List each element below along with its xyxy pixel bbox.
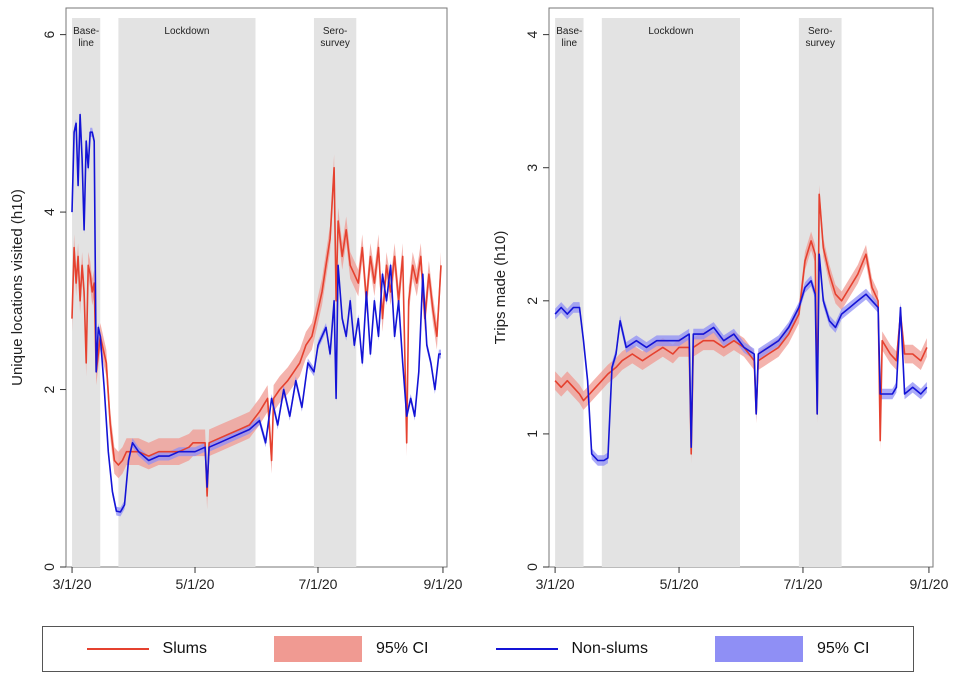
period-label: Sero- (323, 26, 347, 37)
x-tick-label: 7/1/20 (299, 576, 338, 592)
y-tick-label: 2 (41, 385, 57, 393)
y-tick-label: 0 (41, 563, 57, 571)
y-tick-label: 0 (524, 563, 540, 571)
legend-item-nonslums-ci: 95% CI (715, 636, 869, 662)
legend-slums-ci-swatch (274, 636, 362, 662)
period-label: line (562, 38, 578, 49)
y-tick-label: 4 (41, 208, 57, 216)
period-band-2 (118, 18, 256, 567)
chart-panel-2: Base-line Lockdown Sero-survey 0 1 2 3 4 Trips m… (492, 7, 949, 592)
x-tick-label: 3/1/20 (536, 576, 575, 592)
legend-slums-line (86, 648, 149, 650)
period-label: line (78, 38, 94, 49)
legend-nonslums-ci-swatch (715, 636, 803, 662)
series-line-nonslums (554, 253, 928, 462)
period-label: Sero- (808, 26, 832, 37)
x-tick-label: 5/1/20 (660, 576, 699, 592)
y-axis-title: Unique locations visited (h10) (9, 189, 26, 386)
y-tick-label: 6 (41, 31, 57, 39)
legend-nonslums-line (495, 648, 558, 650)
legend-item-slums: Slums (86, 640, 207, 658)
period-band-1 (555, 18, 584, 567)
y-tick-label: 4 (524, 31, 540, 39)
period-label: Base- (73, 26, 99, 37)
x-tick-label: 9/1/20 (909, 576, 948, 592)
period-label: Lockdown (648, 26, 693, 37)
period-label: survey (320, 38, 349, 49)
chart-panel-1: Base-line Lockdown Sero-survey 0 2 4 6 Unique l… (9, 7, 463, 592)
period-label: Lockdown (164, 26, 209, 37)
legend-nonslums-ci-label: 95% CI (817, 640, 870, 657)
series-line-slums (71, 166, 442, 497)
legend-slums-ci-label: 95% CI (376, 640, 429, 657)
legend-slums-label: Slums (162, 640, 207, 657)
x-tick-label: 9/1/20 (423, 576, 462, 592)
period-band-2 (601, 18, 740, 567)
x-tick-label: 3/1/20 (53, 576, 92, 592)
x-tick-label: 5/1/20 (176, 576, 215, 592)
series-line-nonslums (71, 113, 441, 513)
legend: Slums 95% CI Non-slums 95% CI (42, 626, 914, 672)
y-tick-label: 1 (524, 430, 540, 438)
y-axis-title: Trips made (h10) (492, 231, 509, 345)
legend-nonslums-label: Non-slums (571, 640, 648, 657)
period-label: survey (806, 38, 835, 49)
legend-item-slums-ci: 95% CI (274, 636, 428, 662)
legend-item-nonslums: Non-slums (495, 640, 648, 658)
ci-band-slums (72, 154, 441, 510)
x-tick-label: 7/1/20 (783, 576, 822, 592)
period-label: Base- (556, 26, 582, 37)
y-tick-label: 2 (524, 297, 540, 305)
y-tick-label: 3 (524, 164, 540, 172)
